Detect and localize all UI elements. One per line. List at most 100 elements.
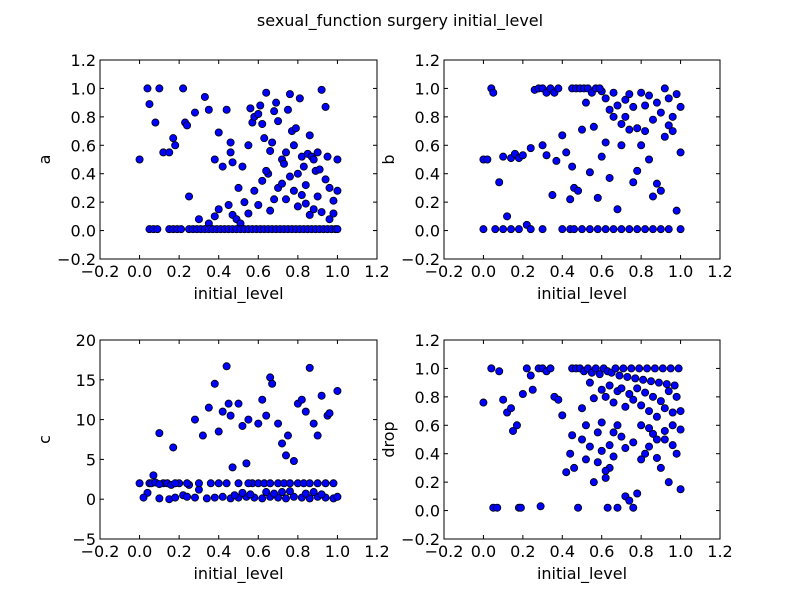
data-point	[664, 387, 673, 396]
data-point	[674, 364, 683, 373]
data-point	[609, 398, 618, 407]
data-point	[625, 225, 634, 234]
data-point	[210, 379, 219, 388]
data-point	[258, 119, 267, 128]
data-point	[487, 364, 496, 373]
data-point	[171, 493, 180, 502]
data-point	[611, 364, 620, 373]
y-tick-label: −0.2	[401, 530, 440, 549]
data-point	[633, 166, 642, 175]
y-tick-label: −0.2	[57, 250, 96, 269]
data-point	[169, 134, 178, 143]
data-point	[246, 490, 255, 499]
data-point	[668, 441, 677, 450]
data-point	[601, 466, 610, 475]
data-point	[272, 98, 281, 107]
data-point	[641, 225, 650, 234]
data-point	[190, 108, 199, 117]
plot-area-c	[99, 339, 378, 540]
panel-c: −0.2 0.0 0.2 0.4 0.6 0.8 1.0 1.2 −5 0 5 10 15 20 initi…	[35, 331, 390, 584]
x-tick-label: 0.4	[550, 542, 575, 561]
data-point	[214, 427, 223, 436]
data-point	[676, 102, 685, 111]
data-point	[603, 503, 612, 512]
data-point	[204, 105, 213, 114]
x-tick-label: 0.6	[589, 262, 614, 281]
y-tick-label: 10	[76, 411, 96, 430]
data-point	[305, 131, 314, 140]
data-point	[613, 503, 622, 512]
data-point	[155, 494, 164, 503]
data-point	[660, 426, 669, 435]
data-point	[479, 225, 488, 234]
data-point	[329, 479, 338, 488]
data-point	[325, 409, 334, 418]
data-point	[256, 101, 265, 110]
panel-drop: −0.2 0.0 0.2 0.4 0.6 0.8 1.0 1.2 −0.2 0.0 0.2 0.4 0.…	[379, 331, 733, 584]
data-point	[633, 225, 642, 234]
x-axis-label: initial_level	[193, 564, 283, 584]
y-tick-label: 0.4	[415, 445, 440, 464]
data-point	[605, 441, 614, 450]
data-point	[145, 100, 154, 109]
x-tick-label: −0.2	[81, 542, 120, 561]
data-point	[676, 148, 685, 157]
data-point	[650, 364, 659, 373]
data-point	[228, 158, 237, 167]
data-point	[218, 492, 227, 501]
data-point	[313, 148, 322, 157]
data-point	[499, 395, 508, 404]
data-point	[629, 178, 638, 187]
data-point	[648, 115, 657, 124]
data-point	[648, 429, 657, 438]
data-point	[617, 141, 626, 150]
data-point	[593, 458, 602, 467]
points-drop	[479, 364, 685, 512]
data-point	[605, 381, 614, 390]
data-point	[538, 141, 547, 150]
data-point	[623, 372, 632, 381]
data-point	[321, 102, 330, 111]
data-point	[558, 131, 567, 140]
data-point	[202, 494, 211, 503]
data-point	[508, 426, 517, 435]
data-point	[652, 98, 661, 107]
data-point	[512, 421, 521, 430]
data-point	[333, 155, 342, 164]
data-point	[522, 364, 531, 373]
data-point	[266, 206, 275, 215]
data-point	[668, 112, 677, 121]
data-point	[625, 390, 634, 399]
data-point	[578, 404, 587, 413]
data-point	[641, 101, 650, 110]
data-point	[214, 479, 223, 488]
y-tick-label: 0	[86, 490, 96, 509]
data-point	[278, 179, 287, 188]
x-tick-label: 0.4	[206, 262, 231, 281]
y-tick-label: 0.8	[415, 388, 440, 407]
data-point	[155, 480, 164, 489]
data-point	[274, 419, 283, 428]
data-point	[266, 146, 275, 155]
data-point	[526, 225, 535, 234]
data-point	[585, 168, 594, 177]
data-point	[601, 392, 610, 401]
data-point	[574, 503, 583, 512]
data-point	[291, 124, 300, 133]
data-point	[289, 186, 298, 195]
data-point	[652, 435, 661, 444]
data-point	[609, 112, 618, 121]
data-point	[151, 118, 160, 127]
data-point	[254, 200, 263, 209]
data-point	[621, 95, 630, 104]
data-point	[645, 407, 654, 416]
data-point	[554, 84, 563, 93]
data-point	[591, 364, 600, 373]
y-tick-label: 1.2	[415, 331, 440, 350]
data-point	[641, 449, 650, 458]
data-point	[664, 478, 673, 487]
x-axis-label: initial_level	[537, 284, 627, 304]
data-point	[654, 378, 663, 387]
data-point	[554, 395, 563, 404]
data-point	[238, 162, 247, 171]
